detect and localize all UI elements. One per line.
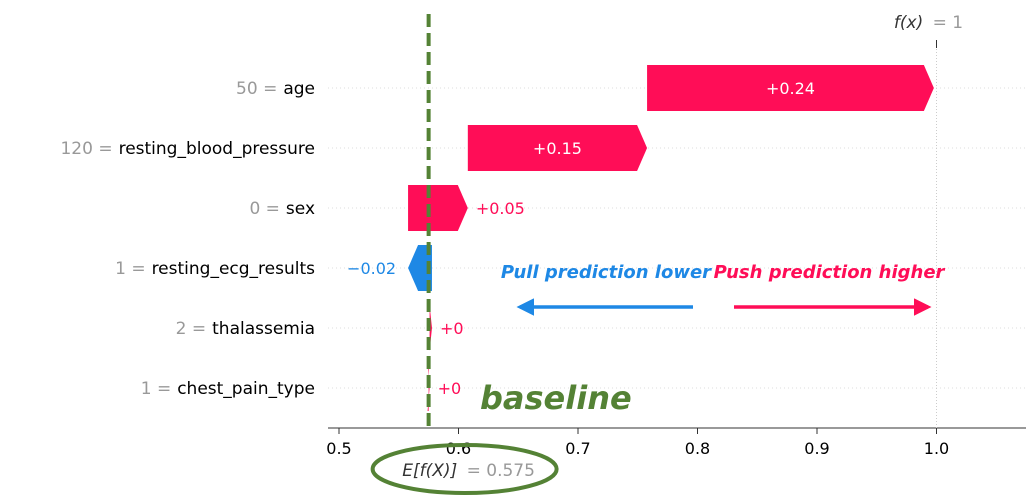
feature-value: 1 = — [115, 259, 145, 279]
contribution-labels: +0.24 +0.15 +0.05 −0.02 +0 +0 — [347, 79, 815, 398]
x-tick-label: 0.7 — [565, 439, 590, 458]
x-tick-label: 1.0 — [924, 439, 949, 458]
contribution-bar — [467, 125, 648, 171]
pull-lower-annotation: Pull prediction lower — [501, 262, 712, 283]
baseline-value-label: E[f(X)] = 0.575 — [402, 461, 535, 481]
feature-label: 1 = resting_ecg_results — [115, 259, 315, 279]
contribution-label: +0.24 — [766, 79, 815, 98]
feature-label: 120 = resting_blood_pressure — [60, 139, 315, 159]
x-axis: 0.5 0.6 0.7 0.8 0.9 1.0 — [326, 427, 1026, 458]
feature-value: 50 = — [236, 79, 277, 99]
feature-name: sex — [286, 199, 315, 219]
baseline-value-ellipse — [370, 443, 559, 495]
contribution-bar — [647, 65, 934, 111]
contribution-label: +0 — [438, 379, 462, 398]
feature-label: 2 = thalassemia — [176, 319, 315, 339]
feature-value: 120 = — [60, 139, 112, 159]
feature-name: resting_ecg_results — [152, 259, 316, 279]
baseline-marker: E[f(X)] = 0.575 baseline — [370, 14, 632, 495]
output-value-marker: f(x) = 1 — [894, 13, 963, 428]
feature-name: thalassemia — [212, 319, 315, 339]
push-higher-annotation: Push prediction higher — [714, 262, 946, 283]
contribution-label: +0 — [440, 319, 464, 338]
baseline-annotation: baseline — [480, 379, 632, 417]
contribution-bar — [408, 245, 432, 291]
x-tick-label: 0.5 — [326, 439, 351, 458]
feature-label: 50 = age — [236, 79, 315, 99]
x-axis-ticks: 0.5 0.6 0.7 0.8 0.9 1.0 — [326, 428, 949, 458]
row-gridlines — [328, 87, 1026, 389]
feature-value: 2 = — [176, 319, 206, 339]
output-value-label: f(x) = 1 — [894, 13, 963, 33]
feature-labels: 50 = age 120 = resting_blood_pressure 0 = sex… — [60, 79, 315, 399]
feature-name: age — [283, 79, 315, 99]
feature-label: 1 = chest_pain_type — [141, 379, 315, 399]
contribution-label: +0.05 — [476, 199, 525, 218]
contribution-bars — [408, 65, 934, 411]
feature-name: chest_pain_type — [177, 379, 315, 399]
feature-label: 0 = sex — [249, 199, 315, 219]
feature-value: 1 = — [141, 379, 171, 399]
contribution-label: +0.15 — [533, 139, 582, 158]
direction-annotations: Pull prediction lower Push prediction hi… — [501, 262, 946, 316]
feature-name: resting_blood_pressure — [119, 139, 315, 159]
x-tick-label: 0.9 — [804, 439, 829, 458]
contribution-bar — [408, 185, 468, 231]
x-tick-label: 0.6 — [446, 439, 471, 458]
x-tick-label: 0.8 — [685, 439, 710, 458]
contribution-label: −0.02 — [347, 259, 396, 278]
feature-value: 0 = — [249, 199, 279, 219]
